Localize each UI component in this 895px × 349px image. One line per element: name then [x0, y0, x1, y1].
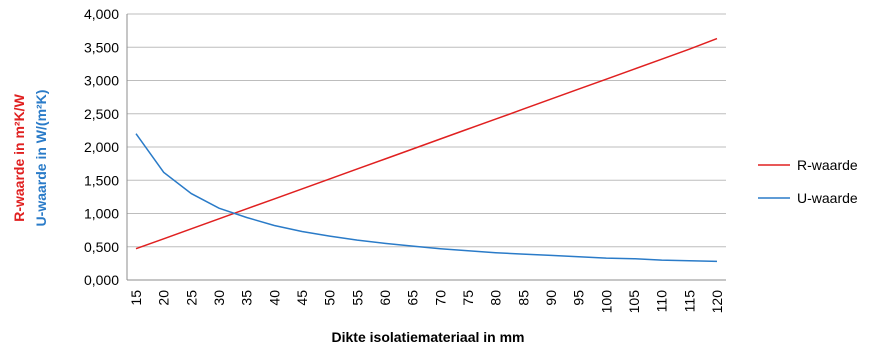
series-line-r-waarde — [135, 37, 718, 250]
y-tick-label: 3,500 — [84, 39, 119, 55]
x-tick-label: 15 — [128, 290, 144, 306]
y-axis-title-u: U-waarde in W/(m²K) — [33, 90, 49, 227]
x-tick-label: 45 — [294, 290, 310, 306]
x-tick-label: 75 — [460, 290, 476, 306]
x-tick-label: 20 — [156, 290, 172, 306]
y-tick-label: 2,500 — [84, 106, 119, 122]
y-tick-label: 0,500 — [84, 239, 119, 255]
x-tick-label: 115 — [681, 290, 697, 313]
x-tick-label: 100 — [598, 290, 614, 314]
x-tick-label: 110 — [654, 290, 670, 313]
x-tick-label: 60 — [377, 290, 393, 306]
series-lines — [135, 37, 718, 263]
x-tick-label: 55 — [349, 290, 365, 306]
legend-label-r: R-waarde — [797, 157, 858, 173]
legend-label-u: U-waarde — [797, 190, 858, 206]
x-tick-label: 40 — [266, 290, 282, 306]
x-tick-label: 105 — [626, 290, 642, 314]
x-tick-label: 85 — [515, 290, 531, 306]
x-tick-label: 120 — [709, 290, 725, 314]
x-tick-label: 95 — [571, 290, 587, 306]
legend: R-waarde U-waarde — [758, 157, 858, 206]
x-tick-label: 50 — [322, 290, 338, 306]
series-line-u-waarde — [135, 133, 718, 263]
x-tick-label: 70 — [432, 290, 448, 306]
y-tick-label: 1,500 — [84, 172, 119, 188]
x-axis-title: Dikte isolatiemateriaal in mm — [332, 329, 525, 345]
y-tick-labels: 0,000 0,500 1,000 1,500 2,000 2,500 3,000 3,500… — [84, 6, 119, 288]
x-tick-label: 65 — [405, 290, 421, 306]
gridlines — [126, 13, 726, 281]
x-tick-label: 30 — [211, 290, 227, 306]
x-tick-label: 35 — [239, 290, 255, 306]
y-tick-label: 0,000 — [84, 272, 119, 288]
x-tick-label: 25 — [183, 290, 199, 306]
y-tick-label: 4,000 — [84, 6, 119, 22]
y-tick-label: 1,000 — [84, 206, 119, 222]
x-tick-label: 80 — [488, 290, 504, 306]
y-tick-label: 2,000 — [84, 139, 119, 155]
y-tick-label: 3,000 — [84, 73, 119, 89]
x-tick-label: 90 — [543, 290, 559, 306]
x-tick-labels: 15 20 25 30 35 40 45 50 55 60 65 70 75 80 85 90 95 100 105… — [128, 290, 725, 314]
y-axis-title-r: R-waarde in m²K/W — [11, 93, 27, 221]
